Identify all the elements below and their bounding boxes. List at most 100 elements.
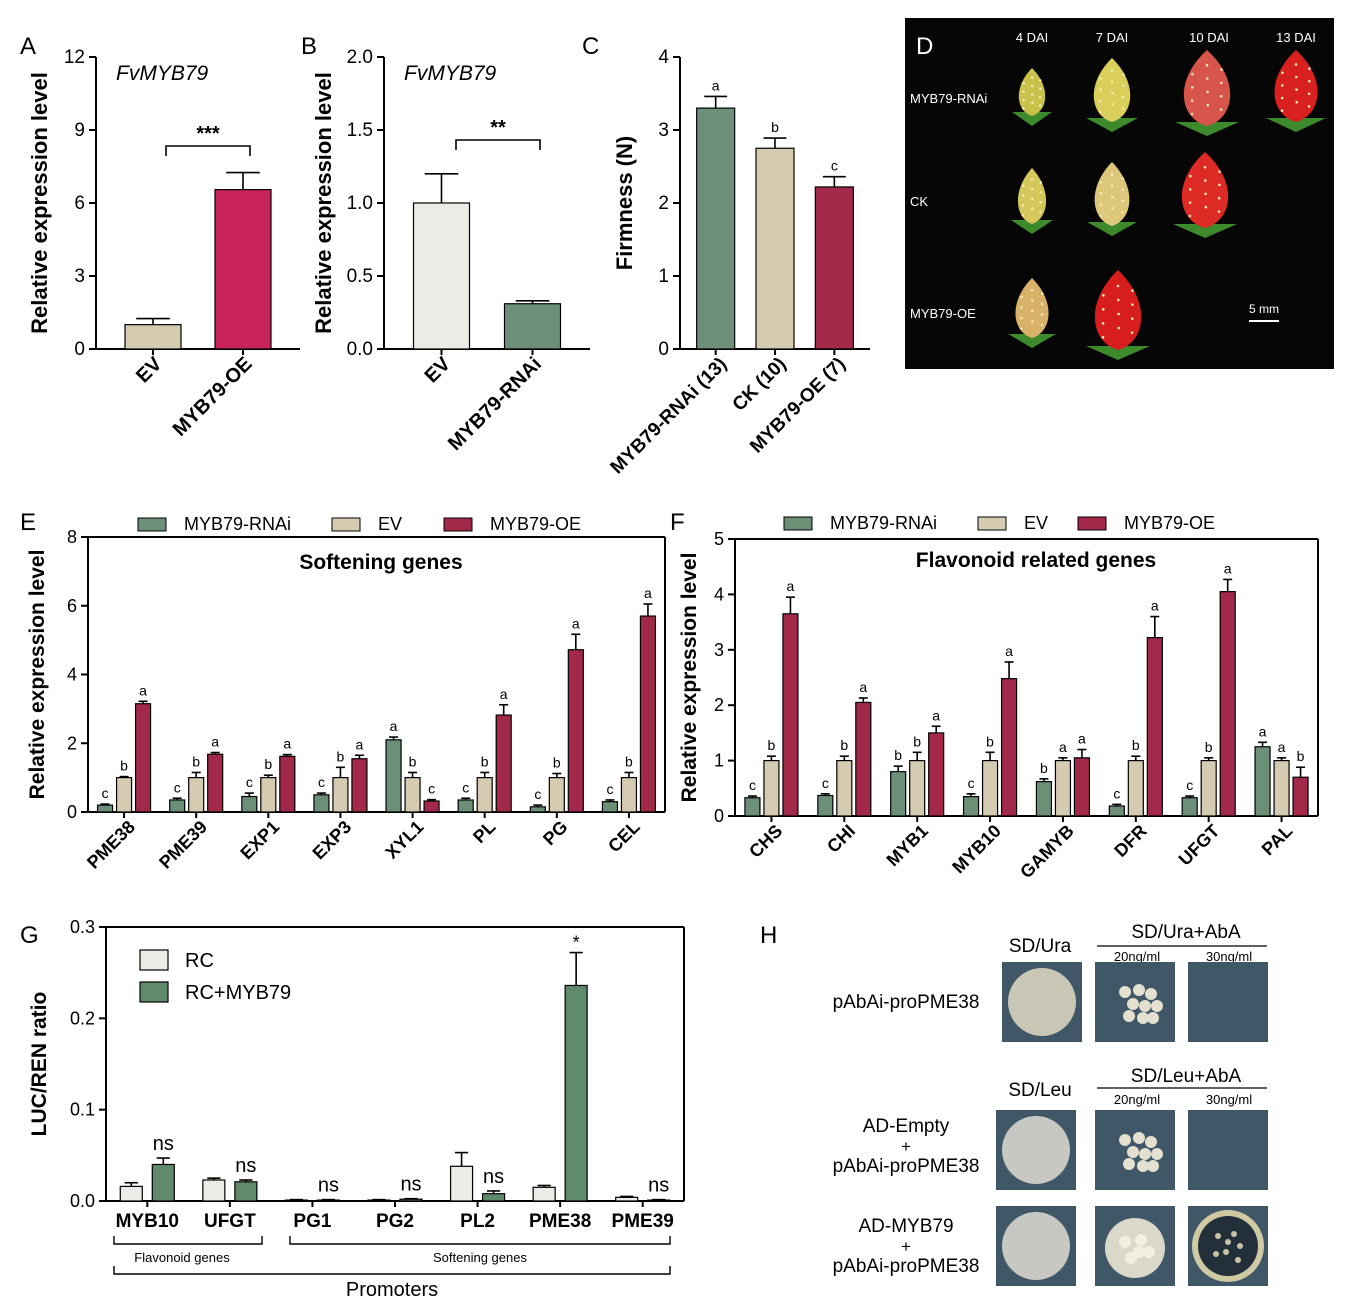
column-label: 10 DAI bbox=[1189, 30, 1229, 45]
colony-spot bbox=[1151, 1148, 1163, 1160]
bar bbox=[457, 799, 474, 813]
panel-letter-C: C bbox=[582, 33, 599, 60]
y-tick-label: 1.0 bbox=[347, 193, 373, 214]
seed bbox=[1110, 69, 1114, 73]
plate-30 bbox=[1188, 962, 1268, 1042]
legend-swatch bbox=[443, 517, 473, 532]
bar bbox=[134, 703, 152, 813]
x-tick-label: XYL1 bbox=[381, 817, 427, 863]
yeast-panel-h: SD/Ura SD/Ura+AbA 20ng/ml 30ng/ml pAbAi-proP… bbox=[833, 922, 1268, 1286]
bar bbox=[909, 759, 926, 817]
bracket-softening bbox=[289, 1236, 671, 1245]
y-tick-label: 2.0 bbox=[347, 47, 373, 68]
panel-letter-B: B bbox=[301, 33, 317, 60]
plate-30 bbox=[1188, 1206, 1268, 1286]
seed bbox=[1122, 73, 1125, 76]
colony-spot bbox=[1123, 1158, 1135, 1170]
bar bbox=[214, 189, 272, 350]
seed bbox=[1130, 331, 1134, 334]
seed bbox=[1039, 181, 1043, 184]
strawberry bbox=[1086, 58, 1138, 132]
bar bbox=[476, 777, 493, 813]
x-tick-label: MYB79-OE bbox=[169, 353, 257, 441]
significance-letter: a bbox=[644, 585, 652, 601]
seed bbox=[1030, 288, 1034, 292]
colony-speck bbox=[1235, 1257, 1241, 1263]
concentration-label: 30ng/ml bbox=[1206, 949, 1252, 964]
seed bbox=[1031, 320, 1034, 323]
seed bbox=[1117, 326, 1121, 330]
y-tick-label: 4 bbox=[714, 584, 724, 604]
strain-label: + bbox=[901, 1237, 911, 1256]
seed bbox=[1188, 188, 1192, 191]
scale-label: 5 mm bbox=[1249, 302, 1279, 316]
seed bbox=[1280, 109, 1284, 112]
colony-spot bbox=[1147, 1160, 1159, 1172]
legend-label-rc-myb79: RC+MYB79 bbox=[185, 982, 291, 1004]
seed bbox=[1022, 107, 1025, 110]
bar bbox=[260, 777, 277, 813]
seed bbox=[1219, 108, 1223, 111]
bar bbox=[313, 794, 330, 813]
legend-label: MYB79-OE bbox=[1124, 513, 1215, 533]
y-tick-label: 6 bbox=[74, 193, 85, 214]
seed bbox=[1039, 210, 1042, 214]
colony-spot bbox=[1133, 1246, 1145, 1258]
x-tick-label: PME38 bbox=[83, 817, 139, 873]
significance-letter: b bbox=[264, 756, 272, 772]
chart-title: Flavonoid related genes bbox=[916, 549, 1156, 572]
seed bbox=[1030, 177, 1034, 181]
strawberry bbox=[1012, 68, 1052, 126]
bar bbox=[495, 714, 512, 813]
significance-letter: c bbox=[822, 775, 829, 791]
significance-letter: a bbox=[572, 615, 580, 631]
seed bbox=[1101, 322, 1105, 325]
significance-letter: b bbox=[481, 753, 489, 769]
seed bbox=[1099, 180, 1103, 184]
significance-label: ns bbox=[235, 1155, 256, 1177]
seed bbox=[1021, 194, 1025, 197]
legend-swatch bbox=[783, 516, 813, 531]
strawberry bbox=[1175, 50, 1239, 136]
seed bbox=[1281, 71, 1284, 75]
seed bbox=[1206, 103, 1210, 107]
seed bbox=[1203, 179, 1207, 182]
bar bbox=[567, 649, 584, 813]
seed bbox=[1188, 201, 1192, 204]
photo-panel-d: D 4 DAI 7 DAI 10 DAI 13 DAI MYB79-RNAi CK MYB79… bbox=[905, 18, 1334, 369]
x-tick-label: UFGT bbox=[204, 1211, 256, 1232]
colony-spot bbox=[1119, 1134, 1131, 1146]
concentration-label: 20ng/ml bbox=[1114, 1092, 1160, 1107]
significance-letter: c bbox=[534, 786, 541, 802]
strain-label: pAbAi-proPME38 bbox=[833, 1156, 980, 1177]
seed bbox=[1031, 309, 1034, 313]
significance-letter: a bbox=[390, 718, 398, 734]
chart-title: FvMYB79 bbox=[404, 62, 497, 85]
significance-letter: a bbox=[1005, 643, 1013, 659]
seed bbox=[1110, 173, 1114, 177]
colony-spot bbox=[1123, 1010, 1135, 1022]
significance-letter: b bbox=[768, 737, 776, 753]
fruit-body bbox=[1094, 270, 1142, 350]
x-tick-label: MYB1 bbox=[883, 821, 933, 871]
bar bbox=[169, 799, 186, 813]
panel-letter-E: E bbox=[20, 509, 36, 536]
bar bbox=[615, 1196, 639, 1202]
significance-letter: c bbox=[1113, 785, 1120, 801]
x-tick-label: CEL bbox=[604, 817, 644, 857]
bar bbox=[1127, 759, 1144, 817]
significance-letter: c bbox=[1186, 777, 1193, 793]
bracket-flavonoid bbox=[113, 1236, 263, 1245]
colony-spot bbox=[1139, 1148, 1151, 1160]
significance-letter: c bbox=[174, 779, 181, 795]
colony-speck bbox=[1215, 1233, 1221, 1239]
seed bbox=[1190, 86, 1194, 89]
bar bbox=[763, 759, 780, 817]
bar bbox=[1219, 591, 1236, 817]
y-axis-label: LUC/REN ratio bbox=[28, 992, 51, 1137]
y-tick-label: 0.0 bbox=[347, 339, 373, 360]
bar bbox=[241, 795, 258, 813]
significance-letter: a bbox=[356, 736, 364, 752]
chart-title: FvMYB79 bbox=[116, 62, 209, 85]
legend-swatch bbox=[977, 516, 1007, 531]
